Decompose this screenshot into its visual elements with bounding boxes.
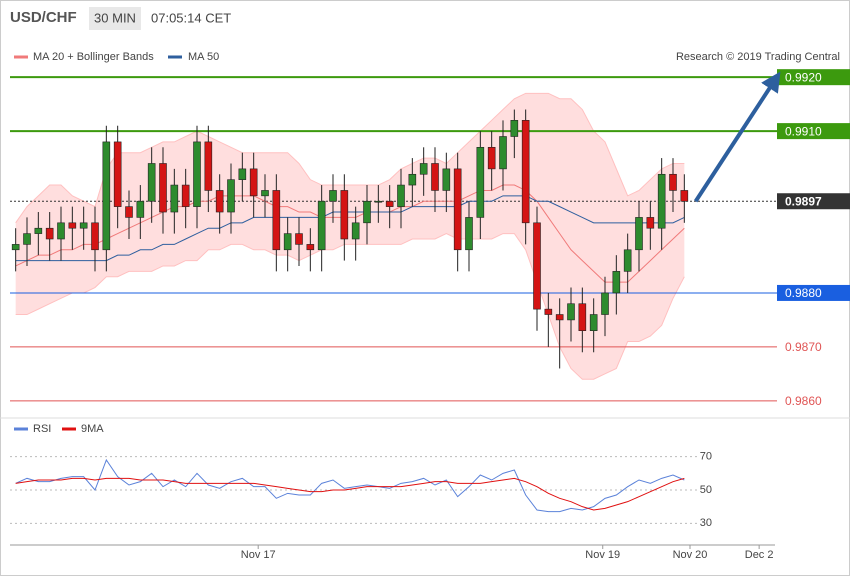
candle-body (45, 227, 54, 240)
candle-body (102, 141, 111, 251)
timeframe: 30 MIN (94, 10, 136, 25)
candle-body (113, 141, 122, 207)
legend-label: RSI (33, 423, 51, 435)
candle-body (159, 163, 167, 213)
candle-body (669, 173, 677, 191)
candle-body (374, 200, 383, 203)
x-tick-label: Nov 17 (241, 549, 276, 561)
candle-body (238, 168, 247, 180)
candle-body (204, 141, 213, 191)
x-tick-label: Nov 20 (673, 549, 708, 561)
candle-body (533, 222, 541, 310)
candle-body (431, 163, 439, 191)
level-label-box (777, 123, 850, 140)
candle-body (612, 271, 621, 294)
rsi-line (15, 458, 685, 513)
candle-body (544, 308, 553, 315)
candle-body (635, 217, 643, 251)
candle-body (317, 200, 326, 251)
candle-body (11, 244, 20, 251)
level-label: 0.9910 (785, 124, 822, 138)
candle-body (397, 184, 405, 207)
candle-body (147, 163, 156, 202)
time: 07:05:14 CET (151, 10, 231, 25)
candle-body (442, 168, 451, 191)
candle-body (125, 206, 133, 218)
candle-body (499, 136, 507, 170)
level-label: 0.9860 (785, 394, 822, 408)
ma-line (15, 184, 685, 283)
candle-body (476, 146, 485, 218)
candle-body (578, 303, 587, 332)
candle-body (555, 314, 564, 321)
candle-body (57, 222, 65, 240)
candle-body (329, 190, 337, 202)
candle-body (23, 233, 31, 245)
legend-label: 9MA (81, 423, 104, 435)
symbol: USD/CHF (10, 9, 77, 26)
level-label: 0.9880 (785, 286, 822, 300)
candle-body (646, 217, 655, 229)
candle-body (408, 173, 417, 186)
legend-label: MA 20 + Bollinger Bands (33, 51, 154, 63)
candle-body (521, 120, 530, 224)
bollinger-lower (15, 233, 685, 380)
candle-body (567, 303, 575, 321)
candle-body (453, 168, 462, 251)
candle-body (340, 190, 349, 240)
candle-body (589, 314, 598, 332)
ma-line (15, 195, 685, 262)
bollinger-upper (15, 92, 685, 224)
candle-body (465, 217, 473, 251)
candle-body (249, 168, 258, 197)
level-label-box (777, 284, 850, 301)
candle-body (34, 227, 43, 234)
candle-body (601, 292, 609, 315)
rsi-line (15, 477, 685, 511)
candle-body (623, 249, 632, 272)
candle-body (91, 222, 99, 251)
candle-body (170, 184, 179, 213)
y-tick-label: 70 (700, 451, 712, 463)
candle-body (363, 200, 371, 224)
projection-arrow (693, 71, 781, 203)
candle-body (419, 163, 428, 175)
x-tick-label: Nov 19 (585, 549, 620, 561)
candle-body (295, 233, 303, 245)
legend-label: MA 50 (188, 51, 219, 63)
level-label: 0.9870 (785, 340, 822, 354)
candle-body (272, 190, 281, 251)
y-tick-label: 30 (700, 517, 712, 529)
candle-body (385, 200, 394, 207)
candle-body (657, 173, 666, 229)
candle-body (306, 244, 315, 251)
candle-body (215, 190, 224, 213)
candle-body (181, 184, 190, 207)
candle-body (487, 146, 496, 170)
candle-body (351, 222, 360, 240)
candle-body (68, 222, 77, 229)
candle-body (227, 179, 235, 213)
x-tick-label: Dec 2 (745, 549, 774, 561)
candle-body (193, 141, 201, 207)
level-label: 0.9920 (785, 70, 822, 84)
candle-body (79, 222, 88, 229)
timeframe-box (89, 7, 141, 30)
bollinger-band (15, 93, 685, 380)
candle-body (136, 200, 145, 218)
level-label-box (777, 69, 850, 86)
candle-body (680, 190, 689, 202)
y-tick-label: 50 (700, 484, 712, 496)
candle-body (283, 233, 292, 251)
level-label: 0.9897 (785, 194, 822, 208)
candle-body (261, 190, 269, 197)
candle-body (510, 120, 519, 137)
level-label-box (777, 193, 850, 210)
credit: Research © 2019 Trading Central (676, 51, 840, 63)
